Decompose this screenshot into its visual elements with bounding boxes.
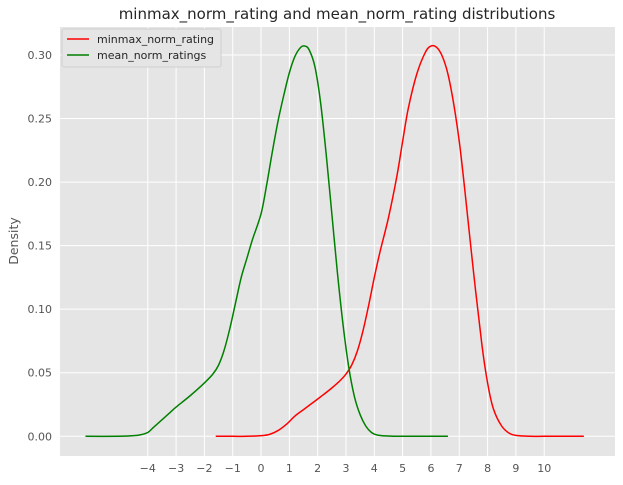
x-axis-ticks: −4 −3 −2 −1 0 1 2 3 4 5 6 7 8 9 10 <box>140 462 552 475</box>
x-tick-label: 5 <box>399 462 406 475</box>
legend-label-mean: mean_norm_ratings <box>97 49 207 62</box>
x-tick-label: −4 <box>140 462 156 475</box>
x-tick-label: 10 <box>537 462 551 475</box>
x-tick-label: 9 <box>512 462 519 475</box>
y-tick-label: 0.05 <box>28 367 53 380</box>
grid-lines <box>60 27 615 456</box>
y-axis-ticks: 0.00 0.05 0.10 0.15 0.20 0.25 0.30 <box>28 49 53 443</box>
legend: minmax_norm_rating mean_norm_ratings <box>61 28 222 68</box>
legend-box <box>61 28 222 68</box>
x-tick-label: −2 <box>196 462 212 475</box>
x-tick-label: 2 <box>314 462 321 475</box>
x-tick-label: 6 <box>427 462 434 475</box>
y-tick-label: 0.20 <box>28 176 53 189</box>
series-line-mean <box>85 45 448 438</box>
y-tick-label: 0.25 <box>28 113 53 126</box>
x-tick-label: 7 <box>456 462 463 475</box>
chart-title: minmax_norm_rating and mean_norm_rating … <box>119 5 556 24</box>
x-tick-label: 1 <box>286 462 293 475</box>
plot-area <box>60 27 615 456</box>
legend-label-minmax: minmax_norm_rating <box>97 33 214 46</box>
x-tick-label: 4 <box>371 462 378 475</box>
y-tick-label: 0.10 <box>28 303 53 316</box>
x-tick-label: 8 <box>484 462 491 475</box>
y-axis-label: Density <box>6 217 21 265</box>
series-line-minmax <box>215 44 584 438</box>
x-tick-label: −1 <box>225 462 241 475</box>
x-tick-label: 3 <box>342 462 349 475</box>
y-tick-label: 0.30 <box>28 49 53 62</box>
x-tick-label: 0 <box>258 462 265 475</box>
x-tick-label: −3 <box>168 462 184 475</box>
y-tick-label: 0.00 <box>28 430 53 443</box>
series-lines <box>85 44 584 438</box>
y-tick-label: 0.15 <box>28 240 53 253</box>
